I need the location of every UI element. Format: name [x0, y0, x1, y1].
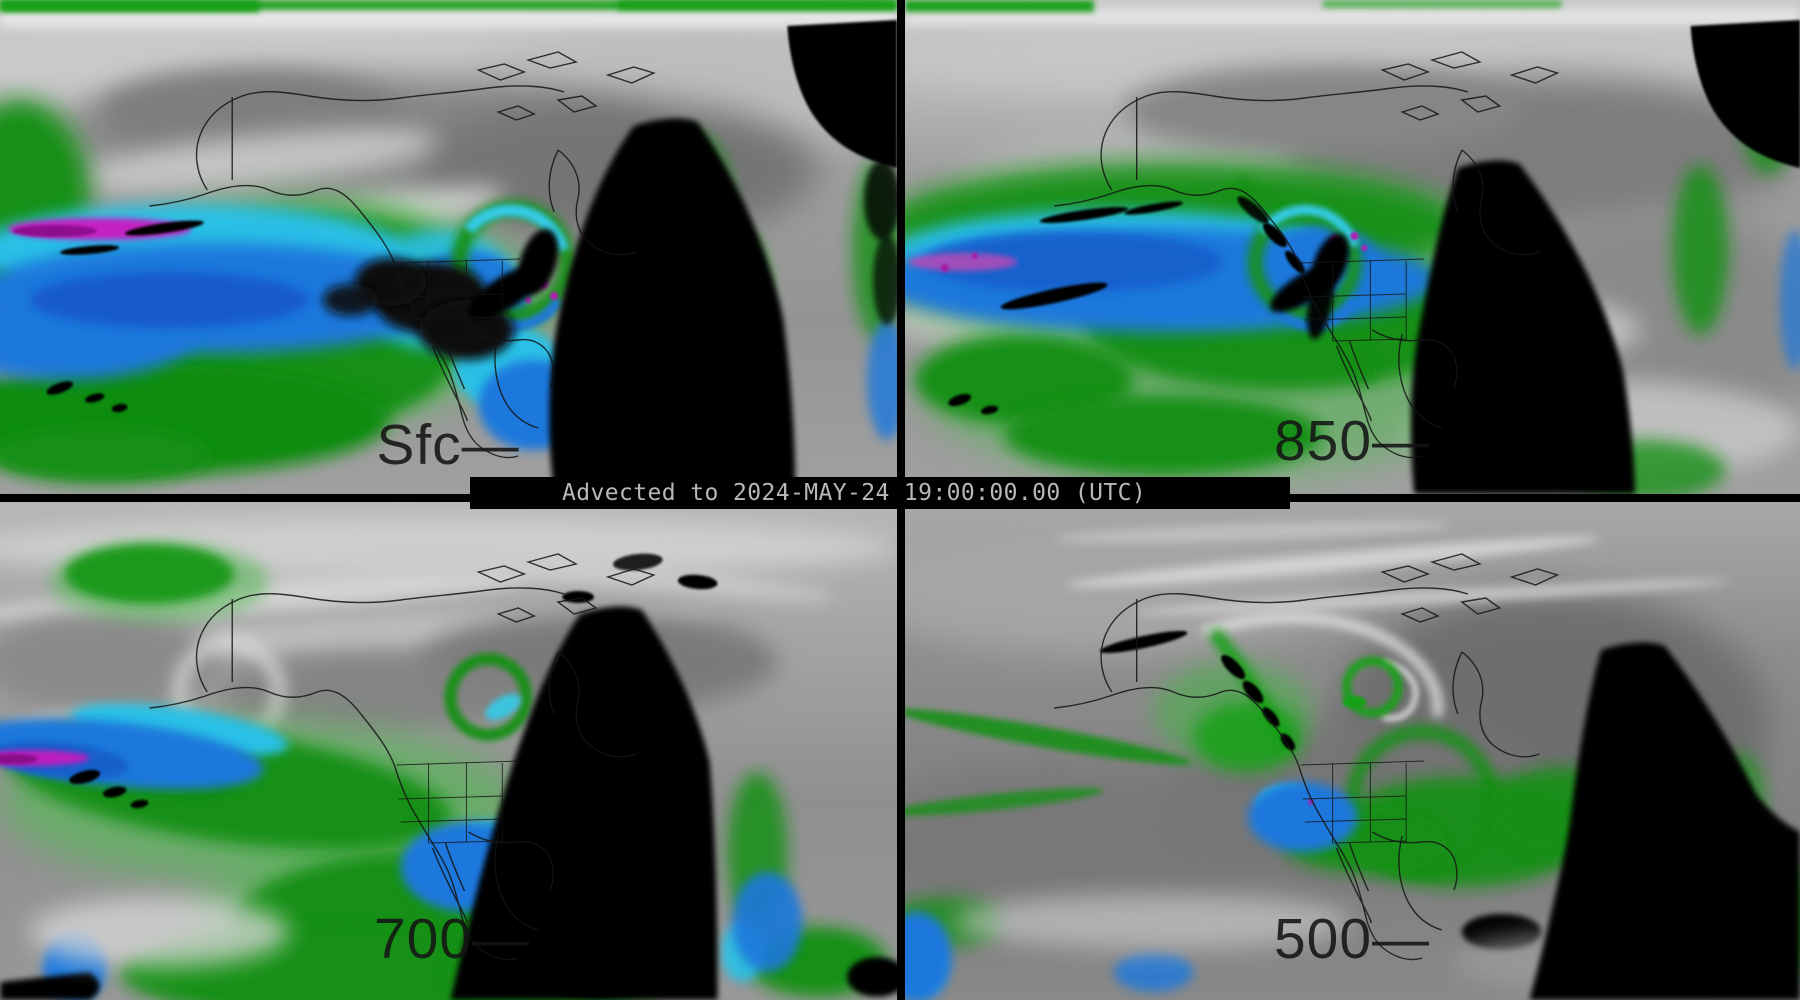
panel-label-500mb: 500—	[1273, 907, 1431, 971]
map-image-surface	[0, 0, 897, 494]
panel-700mb	[0, 502, 897, 1000]
map-image-850mb	[905, 0, 1800, 494]
panel-500mb	[905, 502, 1800, 1000]
panel-surface	[0, 0, 897, 494]
map-image-700mb	[0, 502, 897, 1000]
panel-label-700mb: 700—	[373, 907, 531, 971]
panel-label-surface: Sfc—	[376, 413, 520, 477]
map-image-500mb	[905, 502, 1800, 1000]
panel-label-850mb: 850—	[1273, 409, 1431, 473]
caption-bar: Advected to 2024-MAY-24 19:00:00.00 (UTC…	[470, 477, 1290, 509]
panel-850mb	[905, 0, 1800, 494]
caption-timestamp: Advected to 2024-MAY-24 19:00:00.00 (UTC…	[562, 480, 1147, 506]
